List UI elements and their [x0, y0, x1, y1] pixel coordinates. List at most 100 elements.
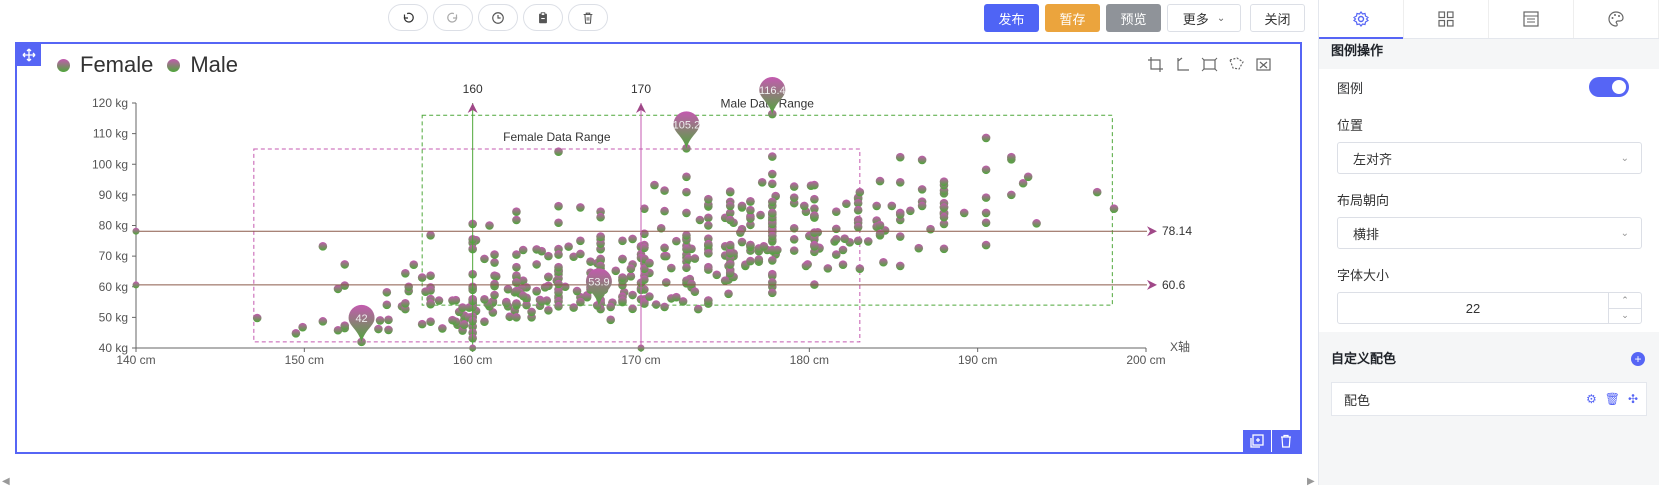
more-dropdown[interactable]: 更多 ⌄ [1167, 4, 1241, 32]
stepper-up-icon[interactable]: ⌃ [1609, 293, 1641, 309]
tab-settings[interactable] [1319, 0, 1404, 39]
data-point-female [540, 283, 550, 292]
data-point-male [725, 249, 735, 258]
data-point-male [768, 288, 777, 298]
scatter-plot: 140 cm 150 cm 160 cm 170 cm 180 cm 190 cm 200 … [92, 77, 1192, 367]
data-point-male [725, 187, 735, 196]
data-point-female [522, 300, 531, 310]
x-tick-label: 170 cm [621, 353, 660, 367]
data-point-male [872, 201, 881, 211]
stepper-down-icon[interactable]: ⌄ [1621, 310, 1629, 321]
orientation-select[interactable]: 横排 ⌄ [1337, 217, 1642, 249]
tab-style[interactable] [1574, 0, 1659, 38]
data-point-male [895, 232, 905, 241]
delete-button[interactable] [568, 4, 608, 31]
data-point-female [426, 299, 435, 308]
data-point-female [640, 299, 649, 308]
data-point-male [618, 236, 627, 246]
data-point-male [768, 278, 777, 287]
data-point-male [592, 301, 602, 310]
tab-data[interactable] [1489, 0, 1574, 38]
add-color-icon[interactable]: + [1631, 352, 1645, 366]
data-point-female [480, 254, 489, 264]
mark-area-label: Female Data Range [503, 130, 611, 144]
data-point-female [490, 258, 499, 267]
scroll-left-arrow[interactable]: ◀ [2, 476, 10, 487]
data-point-male [1023, 172, 1033, 182]
data-point-male [789, 234, 799, 244]
move-handle[interactable] [17, 44, 41, 66]
history-button[interactable] [478, 4, 518, 31]
publish-button[interactable]: 发布 [984, 4, 1039, 32]
tab-components[interactable] [1404, 0, 1489, 38]
data-point-male [682, 208, 691, 218]
data-point-female [518, 245, 528, 255]
legend-item-female[interactable]: Female [57, 52, 153, 78]
data-point-male [596, 261, 605, 271]
y-tick-label: 70 kg [99, 249, 128, 263]
data-point-male [725, 240, 735, 250]
palette-item[interactable]: 配色 ⚙ 🗑 ✣ [1331, 382, 1647, 416]
data-point-male [981, 165, 991, 175]
save-draft-button[interactable]: 暂存 [1045, 4, 1100, 32]
move-icon[interactable]: ✣ [1627, 392, 1638, 406]
average-line-start [132, 227, 140, 235]
font-size-value: 22 [1465, 300, 1481, 316]
data-point-male [926, 224, 935, 234]
data-point-female [569, 303, 578, 312]
chevron-down-icon: ⌄ [1620, 152, 1629, 164]
preview-button[interactable]: 预览 [1106, 4, 1161, 32]
data-point-female [448, 315, 457, 325]
rect-select-icon[interactable] [1201, 56, 1218, 73]
data-point-male [789, 246, 799, 255]
position-select[interactable]: 左对齐 ⌄ [1337, 142, 1642, 174]
data-point-male [768, 169, 777, 179]
data-point-male [810, 242, 819, 251]
data-point-male [1092, 187, 1102, 197]
data-point-male [532, 245, 541, 254]
paste-button[interactable] [523, 4, 563, 31]
data-point-female [512, 215, 521, 225]
legend-toggle[interactable] [1589, 77, 1629, 97]
legend-label: Male [190, 52, 239, 77]
data-point-female [401, 298, 410, 308]
trash-icon[interactable]: 🗑 [1604, 392, 1620, 406]
data-point-male [863, 237, 873, 246]
data-point-male [823, 264, 833, 273]
data-point-male [746, 256, 755, 266]
close-button[interactable]: 关闭 [1250, 4, 1305, 32]
redo-button[interactable] [433, 4, 473, 31]
clear-select-icon[interactable] [1255, 56, 1272, 73]
data-point-female [724, 289, 733, 299]
mark-point-label: 116.4 [759, 85, 786, 97]
y-tick-label: 100 kg [92, 157, 128, 171]
scroll-right-arrow[interactable]: ▶ [1307, 476, 1315, 487]
copy-component-button[interactable] [1243, 430, 1271, 452]
delete-component-button[interactable] [1272, 430, 1300, 452]
data-point-male [596, 239, 605, 248]
palette-actions: ⚙ 🗑 ✣ [1586, 392, 1638, 406]
chart-component-frame[interactable]: Female Male 140 cm 150 cm 160 cm 170 cm 180 … [15, 42, 1302, 454]
gear-icon[interactable]: ⚙ [1585, 392, 1597, 406]
average-line-label: 78.14 [1162, 224, 1192, 238]
undo-button[interactable] [388, 4, 428, 31]
data-point-female [505, 312, 514, 322]
data-point-male [746, 240, 755, 250]
data-point-male [660, 206, 669, 216]
font-size-stepper[interactable]: 22 ⌃ ⌄ [1337, 292, 1642, 324]
lasso-select-icon[interactable] [1228, 56, 1245, 73]
crop-icon[interactable] [1147, 56, 1164, 73]
data-point-female [490, 290, 499, 300]
mark-point-pin [348, 304, 375, 342]
move-icon [22, 48, 36, 62]
history-buttons [388, 4, 608, 32]
data-point-male [1032, 219, 1041, 228]
data-point-male [768, 197, 777, 207]
crop-alt-icon[interactable] [1174, 56, 1191, 73]
legend-item-male[interactable]: Male [167, 52, 238, 78]
data-point-male [682, 244, 691, 254]
data-point-male [895, 178, 905, 187]
data-point-female [564, 242, 573, 251]
data-point-male [725, 201, 735, 211]
data-point-male [914, 243, 924, 253]
